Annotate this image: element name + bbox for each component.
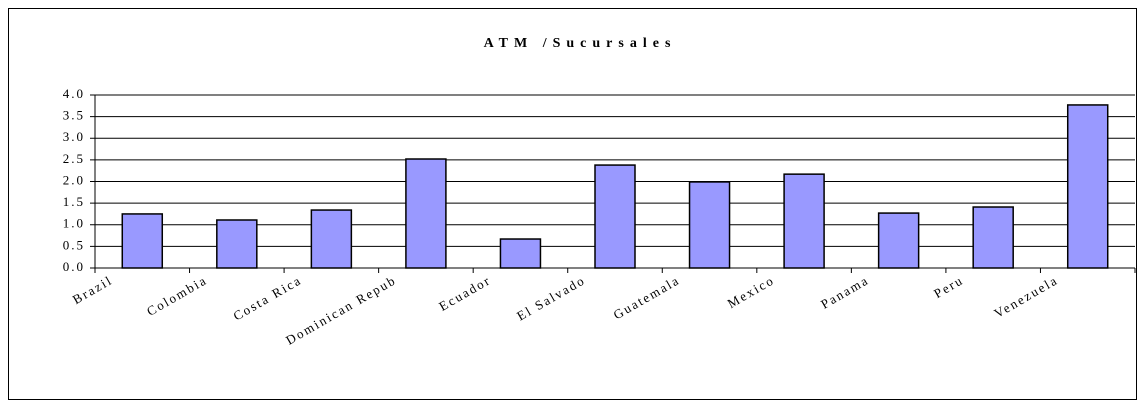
bar <box>1066 104 1109 269</box>
chart-frame <box>8 8 1137 400</box>
y-tick-label: 3.0 <box>63 129 85 144</box>
bar <box>216 219 258 269</box>
bar <box>405 158 447 269</box>
bar <box>783 173 825 269</box>
y-tick-label: 3.5 <box>63 108 85 123</box>
bar <box>972 206 1014 269</box>
bar <box>310 209 353 269</box>
y-tick-label: 4.0 <box>63 86 85 101</box>
y-tick-label: 2.0 <box>63 172 85 187</box>
y-tick-label: 2.5 <box>63 151 85 166</box>
bar <box>121 213 164 269</box>
bar <box>594 164 636 269</box>
y-tick-label: 0.5 <box>63 237 85 252</box>
y-tick-label: 1.0 <box>63 216 85 231</box>
chart-title: ATM /Sucursales <box>484 36 677 51</box>
bar <box>877 212 920 269</box>
y-tick-label: 0.0 <box>63 259 85 274</box>
bar <box>688 181 731 269</box>
bar <box>499 238 542 269</box>
y-tick-label: 1.5 <box>63 194 85 209</box>
